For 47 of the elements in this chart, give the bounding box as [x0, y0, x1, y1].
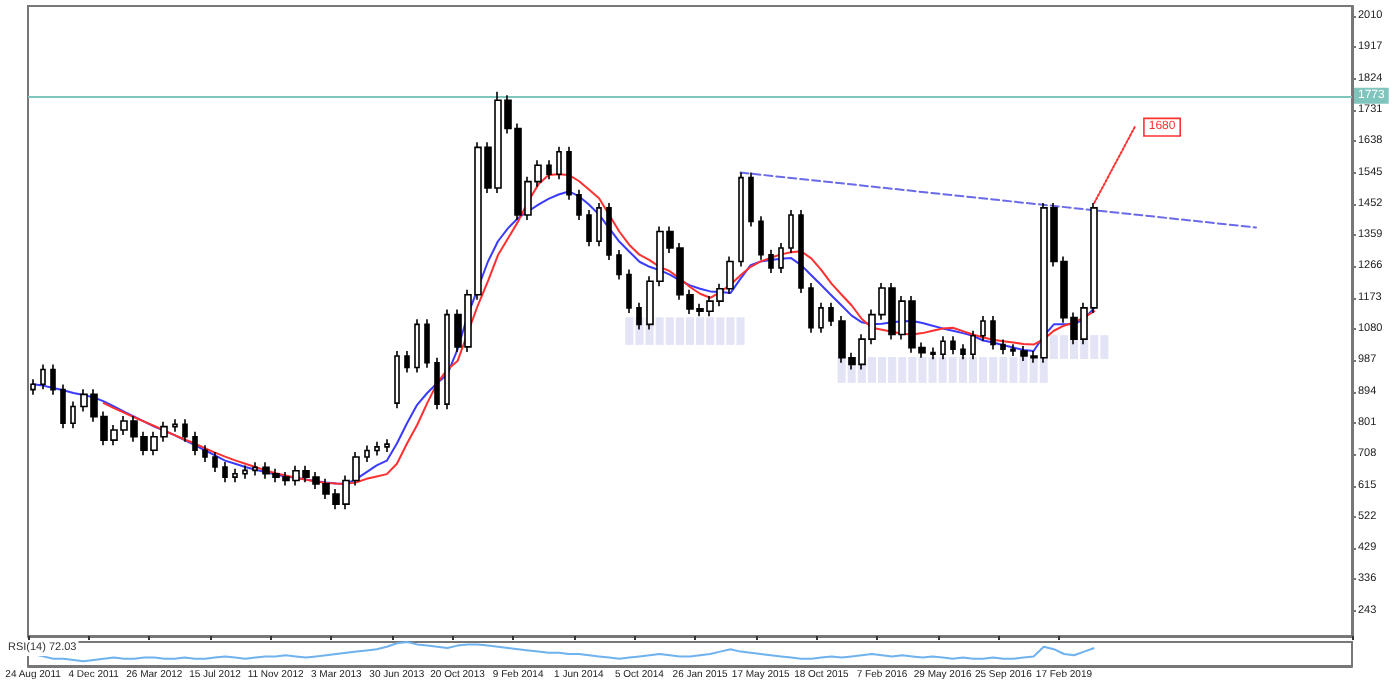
candlestick [828, 302, 834, 327]
candlestick [374, 441, 380, 457]
candlestick [556, 145, 562, 181]
candlestick [182, 418, 188, 443]
candlestick [738, 171, 744, 268]
candlestick [626, 268, 632, 314]
candlestick [586, 209, 592, 248]
candlestick [30, 378, 36, 396]
candlestick [364, 444, 370, 463]
candlestick [434, 356, 440, 410]
candlestick [818, 302, 824, 334]
candlestick [50, 363, 56, 396]
candlestick [404, 350, 410, 374]
candlestick [788, 209, 794, 254]
candlestick [252, 461, 258, 477]
candlestick [768, 248, 774, 274]
candlestick [606, 202, 612, 261]
candlestick [384, 438, 390, 453]
candlestick [242, 464, 248, 480]
candlestick [222, 461, 228, 483]
candlestick [424, 318, 430, 369]
candlestick [414, 318, 420, 374]
candlestick [1010, 343, 1016, 357]
candlestick [808, 282, 814, 334]
candlestick [798, 209, 804, 294]
candlestick [212, 451, 218, 473]
candlestick [616, 249, 622, 281]
candlestick [990, 315, 996, 351]
candlestick [394, 350, 400, 409]
candlestick [1000, 338, 1006, 356]
candlestick [172, 418, 178, 433]
candlestick [202, 444, 208, 463]
candlestick [950, 335, 956, 356]
candlestick [40, 363, 46, 391]
candlestick [232, 467, 238, 483]
candlestick [60, 383, 66, 430]
candlestick [192, 430, 198, 457]
candlestick [546, 159, 552, 181]
candlestick [980, 315, 986, 342]
candlestick [758, 215, 764, 261]
candlestick [748, 171, 754, 228]
candlestick [444, 308, 450, 410]
candlestick [576, 188, 582, 221]
candlestick [778, 242, 784, 274]
candlestick [566, 145, 572, 201]
candlestick [70, 400, 76, 430]
candlestick [596, 202, 602, 248]
